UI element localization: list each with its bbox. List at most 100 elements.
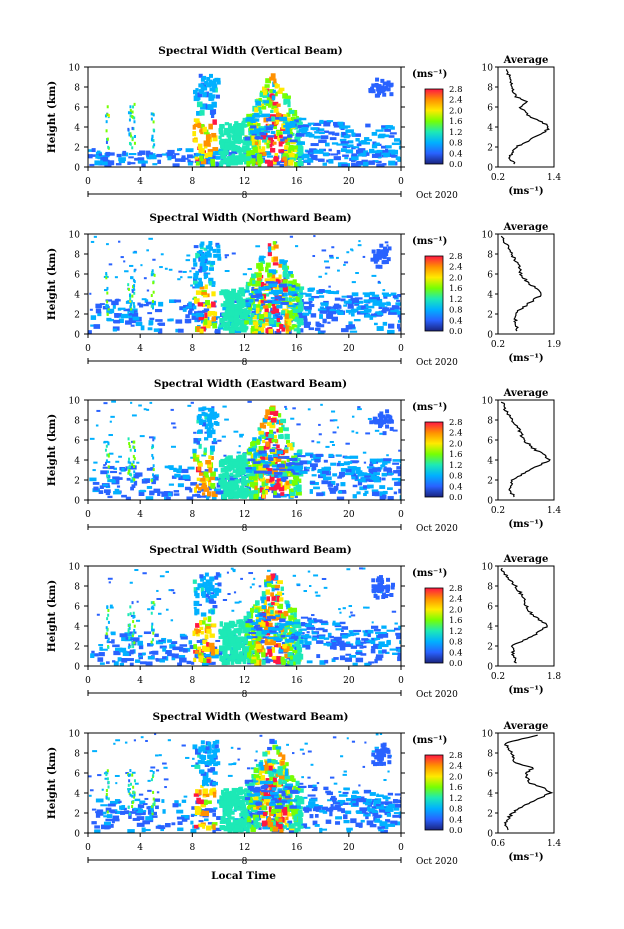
heatmap-cell [267, 312, 272, 318]
heatmap-cell [254, 609, 259, 613]
heatmap-cell [223, 312, 228, 319]
heatmap-cell [382, 321, 388, 326]
heatmap-cell [111, 818, 115, 824]
heatmap-cell [284, 433, 290, 440]
heatmap-cell [396, 299, 401, 302]
heatmap-cell [281, 154, 287, 159]
heatmap-cell [295, 286, 300, 290]
heatmap-cell [391, 305, 400, 310]
heatmap-cell [378, 304, 385, 307]
heatmap-cell [201, 661, 209, 666]
heatmap-cell [360, 310, 369, 314]
heatmap-cell [332, 305, 342, 309]
heatmap-cell [343, 263, 346, 266]
heatmap-cell [292, 621, 300, 625]
heatmap-cell [182, 474, 190, 480]
heatmap-cell [386, 454, 389, 457]
avg-y-tick-label: 0 [487, 331, 493, 341]
heatmap-cell [198, 162, 203, 165]
heatmap-cell [156, 589, 159, 592]
heatmap-cell [340, 467, 348, 472]
heatmap-cell [387, 823, 396, 827]
heatmap-cell [123, 260, 126, 263]
heatmap-cell [262, 305, 269, 309]
heatmap-cell [152, 628, 155, 632]
heatmap-cell [269, 420, 275, 425]
heatmap-cell [379, 821, 388, 827]
heatmap-cell [241, 482, 248, 486]
heatmap-cell [145, 816, 154, 821]
heatmap-cell [261, 630, 267, 635]
heatmap-cell [175, 328, 181, 333]
heatmap-cell [279, 134, 283, 138]
heatmap-cell [384, 148, 389, 151]
heatmap-cell [381, 414, 386, 419]
heatmap-cell [200, 258, 205, 263]
heatmap-cell [294, 316, 298, 322]
heatmap-cell [247, 641, 252, 646]
heatmap-cell [297, 457, 301, 462]
y-tick-label: 4 [74, 124, 80, 134]
heatmap-cell [261, 617, 266, 623]
heatmap-cell [265, 471, 272, 475]
heatmap-cell [204, 312, 208, 319]
heatmap-cell [377, 84, 382, 89]
heatmap-cell [298, 146, 304, 152]
heatmap-cell [200, 612, 207, 617]
heatmap-cell [229, 299, 235, 306]
heatmap-cell [318, 289, 325, 293]
heatmap-cell [205, 579, 210, 584]
heatmap-cell [207, 432, 213, 438]
heatmap-cell [381, 134, 390, 138]
heatmap-cell [323, 586, 328, 589]
heatmap-cell [248, 572, 254, 575]
heatmap-cell [271, 587, 275, 592]
heatmap-cell [152, 120, 155, 124]
heatmap-cell [328, 453, 334, 458]
heatmap-cell [282, 271, 288, 278]
heatmap-cell [196, 101, 203, 108]
heatmap-cell [167, 639, 172, 643]
heatmap-cell [243, 616, 250, 623]
heatmap-cell [266, 616, 276, 619]
heatmap-cell [146, 408, 150, 411]
heatmap-cell [310, 127, 319, 130]
heatmap-cell [261, 323, 266, 329]
heatmap-cell [152, 468, 155, 472]
heatmap-cell [190, 820, 194, 825]
heatmap-cell [228, 129, 235, 134]
heatmap-cell [205, 133, 211, 140]
heatmap-cell [336, 496, 345, 500]
heatmap-cell [234, 159, 239, 165]
heatmap-cell [259, 131, 267, 136]
heatmap-cell [261, 622, 266, 627]
heatmap-cell [233, 650, 238, 656]
heatmap-cell [209, 645, 215, 652]
heatmap-cell [306, 631, 310, 634]
heatmap-cell [123, 810, 130, 815]
heatmap-cell [133, 269, 136, 273]
heatmap-cell [326, 316, 333, 319]
heatmap-cell [266, 155, 274, 158]
heatmap-cell [208, 123, 213, 130]
heatmap-cell [276, 315, 283, 320]
heatmap-cell [296, 486, 302, 493]
heatmap-cell [269, 630, 277, 633]
panel-3: Spectral Width (Eastward Beam)0246810Hei… [46, 378, 561, 534]
heatmap-cell [278, 485, 285, 492]
heatmap-cell [184, 486, 191, 491]
heatmap-cell [265, 637, 271, 643]
heatmap-cell [297, 293, 304, 298]
heatmap-cell [193, 431, 197, 434]
heatmap-cell [119, 662, 125, 666]
heatmap-cell [131, 276, 134, 280]
heatmap-cell [196, 111, 202, 116]
colorbar-tick-label: 1.2 [449, 627, 463, 637]
heatmap-cell [282, 153, 289, 157]
heatmap-cell [233, 623, 238, 628]
heatmap-cell [268, 457, 274, 461]
heatmap-cell [276, 644, 282, 648]
heatmap-cell [127, 471, 130, 475]
heatmap-cell [275, 638, 283, 641]
heatmap-cell [274, 91, 278, 97]
